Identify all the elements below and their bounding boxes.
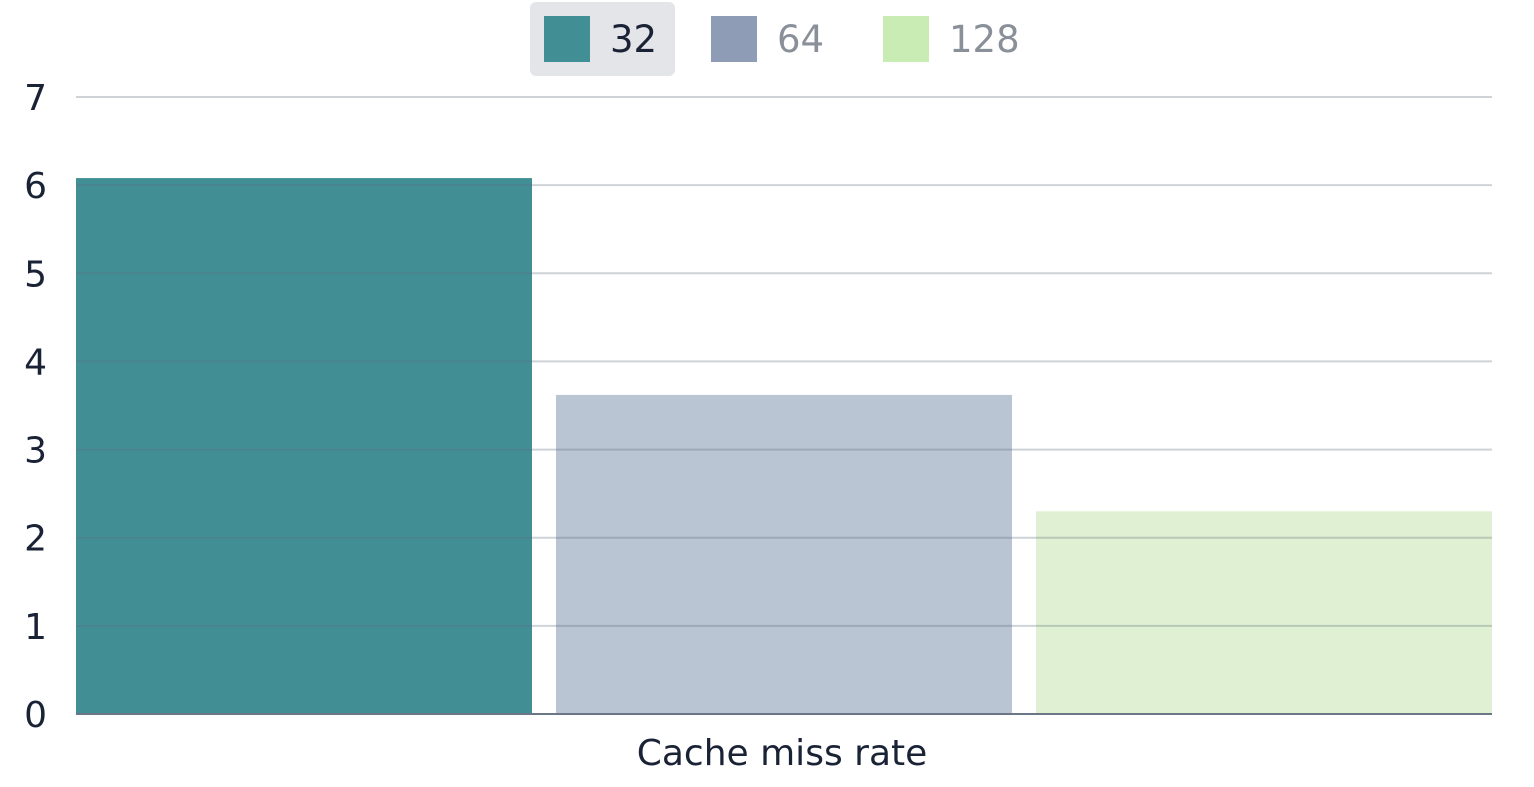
y-tick-label-6: 6 [24,166,47,207]
y-tick-label-1: 1 [24,607,47,648]
x-tick-label-cache-miss-rate: Cache miss rate [637,733,928,774]
y-tick-label-7: 7 [24,78,47,119]
y-tick-label-5: 5 [24,254,47,295]
y-tick-label-2: 2 [24,519,47,560]
legend-swatch-128 [883,16,929,62]
legend-swatch-64 [711,16,757,62]
legend-item-64[interactable]: 64 [697,2,842,76]
legend-swatch-32 [544,16,590,62]
legend: 32 64 128 [0,2,1534,76]
bar-128 [1036,511,1492,714]
legend-item-128[interactable]: 128 [869,2,1038,76]
y-tick-label-3: 3 [24,431,47,472]
y-tick-label-0: 0 [24,695,47,736]
bar-32 [76,178,532,714]
legend-item-32[interactable]: 32 [530,2,676,76]
legend-label-32: 32 [610,17,658,61]
bar-64 [556,394,1012,714]
legend-label-64: 64 [777,17,825,61]
y-tick-label-4: 4 [24,342,47,383]
legend-label-128: 128 [949,17,1020,61]
